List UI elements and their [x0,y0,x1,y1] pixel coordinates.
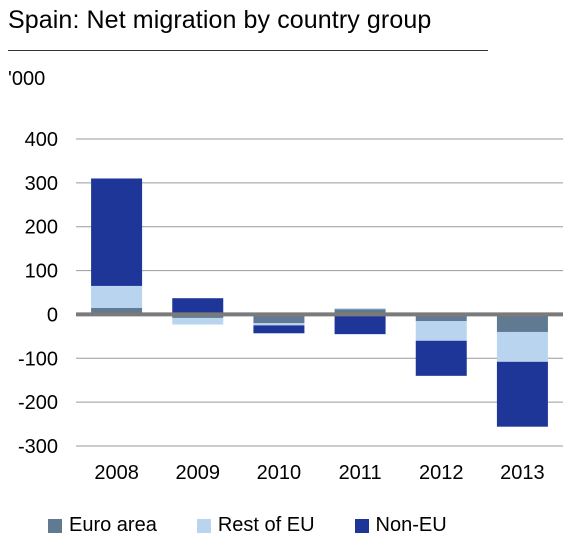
legend-item-non-eu: Non-EU [354,514,447,537]
bar-2013-rest-of-eu [496,331,548,362]
legend-item-rest-of-eu: Rest of EU [196,514,315,537]
x-tick-label-2011: 2011 [339,462,382,484]
bar-chart: 400 300 200 100 0 -100 -200 -300 2008 2009 2010 201… [18,129,563,484]
y-tick-label-200: 200 [25,217,58,239]
x-tick-label-2008: 2008 [94,462,139,484]
bar-2008-euro-area [91,307,143,315]
legend-label-rest-of-eu: Rest of EU [217,514,315,536]
y-tick-label--200: -200 [18,392,58,414]
bar-2011-rest-of-eu [334,308,386,310]
legend-swatch-non-eu [354,518,369,533]
bar-2013-euro-area [496,314,548,332]
y-tick-label-400: 400 [25,129,58,151]
y-tick-label-100: 100 [25,261,58,283]
x-tick-label-2009: 2009 [176,462,221,484]
legend-label-non-eu: Non-EU [375,514,447,536]
y-tick-label--300: -300 [18,436,58,458]
bar-2011-euro-area [334,309,386,315]
legend-item-euro-area: Euro area [48,514,157,537]
y-tick-label-0: 0 [47,304,58,326]
y-tick-label--100: -100 [18,348,58,370]
legend-swatch-euro-area [48,518,62,533]
bar-2008-non-eu [91,178,143,286]
bar-2009-rest-of-eu [172,317,224,325]
chart-legend: Euro area Rest of EU Non-EU [48,514,447,537]
bar-2009-non-eu [172,298,224,315]
chart-title: Spain: Net migration by country group [8,6,432,34]
y-tick-label-300: 300 [25,173,58,195]
bar-2012-rest-of-eu [415,321,467,341]
x-tick-label-2013: 2013 [500,462,545,484]
legend-label-euro-area: Euro area [69,514,157,536]
bar-2010-non-eu [253,325,305,334]
bar-2010-rest-of-eu [253,323,305,326]
bar-2013-non-eu [496,361,548,427]
legend-swatch-rest-of-eu [196,518,211,533]
title-divider [8,50,488,51]
bar-2008-rest-of-eu [91,285,143,308]
bar-2011-non-eu [334,314,386,335]
y-axis-unit-label: '000 [8,68,46,90]
bar-2012-non-eu [415,340,467,376]
bar-2012-euro-area [415,314,467,322]
bar-2010-euro-area [253,314,305,324]
x-tick-label-2012: 2012 [419,462,464,484]
x-tick-label-2010: 2010 [257,462,302,484]
